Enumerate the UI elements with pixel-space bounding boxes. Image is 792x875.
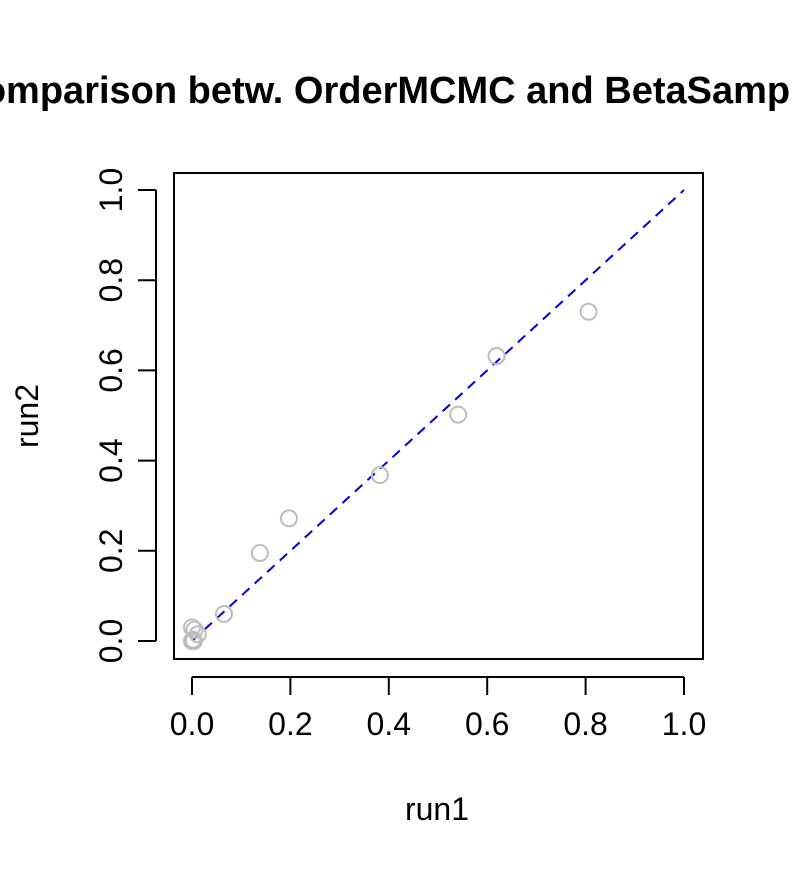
x-tick-label: 0.6	[465, 706, 509, 742]
data-point	[579, 302, 598, 321]
plot-frame	[173, 172, 704, 660]
data-point	[214, 604, 233, 623]
y-tick-label: 0.2	[93, 529, 129, 573]
chart-title: Comparison betw. OrderMCMC and BetaSampl…	[0, 70, 792, 112]
y-tick-label: 0.6	[93, 348, 129, 392]
x-axis: 0.0 0.2 0.4 0.6 0.8 1.0	[170, 676, 706, 742]
y-axis: 0.0 0.2 0.4 0.6 0.8 1.0	[93, 168, 157, 663]
x-tick-label: 1.0	[662, 706, 706, 742]
x-tick-label: 0.0	[170, 706, 214, 742]
data-points	[183, 302, 598, 650]
y-tick-label: 1.0	[93, 168, 129, 212]
y-tick-label: 0.0	[93, 619, 129, 663]
y-tick-label: 0.8	[93, 258, 129, 302]
x-axis-label: run1	[405, 791, 469, 827]
data-point	[487, 346, 506, 365]
y-tick-label: 0.4	[93, 438, 129, 482]
x-tick-label: 0.4	[367, 706, 411, 742]
reference-line	[191, 189, 685, 642]
data-point	[188, 625, 207, 644]
data-point	[279, 509, 298, 528]
data-point	[250, 544, 269, 563]
data-point	[185, 620, 204, 639]
x-tick-label: 0.2	[268, 706, 312, 742]
data-point	[449, 405, 468, 424]
y-axis-label: run2	[9, 384, 45, 448]
data-point	[370, 466, 389, 485]
x-tick-label: 0.8	[563, 706, 607, 742]
